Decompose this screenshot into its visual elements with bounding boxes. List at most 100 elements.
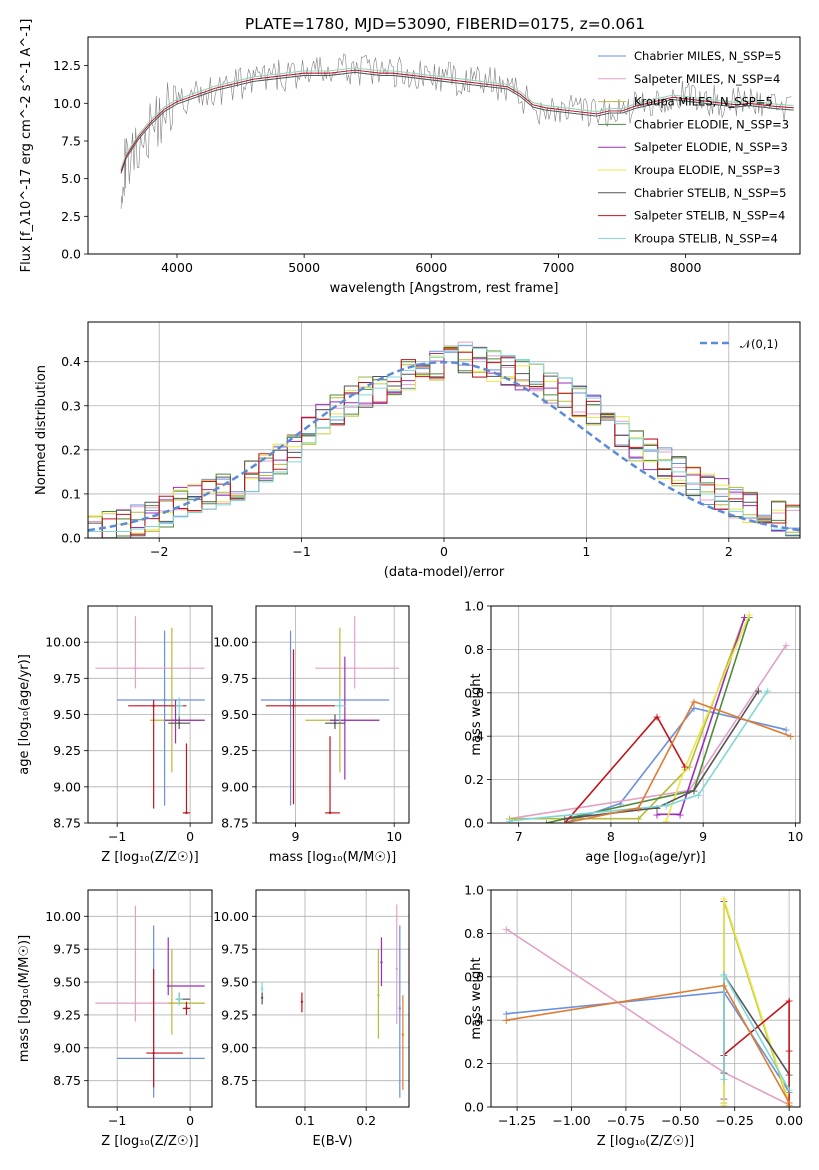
y-axis-label: Flux [f_λ10^-17 erg cm^-2 s^-1 A^-1] xyxy=(19,19,34,273)
y-tick-label: 9.25 xyxy=(53,743,81,758)
point-6 xyxy=(338,704,342,708)
y-tick-label: 0.1 xyxy=(61,486,81,501)
y-tick-label: 0.8 xyxy=(464,642,484,657)
weight-marker-8-3: + xyxy=(763,685,772,698)
point-0 xyxy=(289,698,292,702)
y-axis-label: age [log₁₀(age/yr)] xyxy=(17,654,32,775)
y-tick-label: 9.75 xyxy=(221,671,249,686)
y-tick-label: 12.5 xyxy=(53,58,81,73)
y-tick-label: 1.0 xyxy=(464,599,484,614)
y-tick-label: 0.4 xyxy=(464,729,484,744)
legend-label-2: Kroupa MILES, N_SSP=5 xyxy=(634,95,773,109)
weight-marker-8-0: + xyxy=(502,1014,511,1027)
weight-marker-0-1: + xyxy=(616,797,625,810)
weight-marker-6-2: + xyxy=(689,784,698,797)
weight-line-6 xyxy=(723,998,790,1107)
point-0 xyxy=(163,698,166,702)
point-4 xyxy=(380,961,383,964)
x-tick-label: 8 xyxy=(607,829,615,844)
axes-frame xyxy=(87,889,213,1108)
x-tick-label: 0 xyxy=(186,829,194,844)
point-5 xyxy=(292,704,295,708)
weight-marker-4-0: + xyxy=(652,808,661,821)
y-tick-label: 9.00 xyxy=(221,779,249,794)
weight-marker-4-1: + xyxy=(675,808,684,821)
y-tick-label: 9.25 xyxy=(221,743,249,758)
weight-line-0 xyxy=(564,707,787,823)
y-axis-label: mass weight xyxy=(469,673,484,755)
y-tick-label: 9.25 xyxy=(221,1007,249,1022)
y-tick-label: 0.0 xyxy=(464,816,484,831)
x-axis-label: Z [log₁₀(Z/Z☉)] xyxy=(101,850,198,865)
point-6 xyxy=(398,1007,402,1010)
weight-marker-4-0: + xyxy=(719,1099,728,1112)
point-1 xyxy=(353,667,356,670)
point-3 xyxy=(167,984,170,988)
weight-line-2 xyxy=(509,616,746,820)
y-tick-label: 9.00 xyxy=(53,1040,81,1055)
x-tick-label: 8000 xyxy=(670,260,702,275)
y-tick-label: 0.0 xyxy=(61,247,81,262)
y-tick-label: 9.25 xyxy=(53,1007,81,1022)
weight-line-4 xyxy=(657,616,746,816)
spectrum-model-line-7 xyxy=(120,69,794,172)
axes-frame xyxy=(255,889,410,1108)
weight-marker-2-0: + xyxy=(505,813,514,826)
x-tick-label: −1 xyxy=(292,544,310,559)
x-axis-label: (data-model)/error xyxy=(384,565,505,580)
y-tick-label: 0.4 xyxy=(61,354,81,369)
x-tick-label: 10 xyxy=(787,829,803,844)
x-tick-label: 0 xyxy=(440,544,448,559)
spectrum-data-line xyxy=(120,53,792,209)
point-3 xyxy=(174,719,177,722)
y-tick-label: 0.0 xyxy=(61,531,81,546)
y-tick-label: 0.8 xyxy=(464,926,484,941)
y-tick-label: 10.00 xyxy=(45,909,81,924)
spectrum-model-line-8 xyxy=(120,67,794,169)
panel-1: 𝒩(0,1) −2 −1 0 1 2 0.0 0.1 0.2 0.3 0.4 (data-model)… xyxy=(34,321,801,580)
y-axis-label: mass [log₁₀(M/M☉)] xyxy=(17,935,32,1062)
point-2 xyxy=(170,1001,174,1005)
weight-marker-9-3: + xyxy=(786,730,795,743)
x-tick-label: −1.00 xyxy=(552,1113,590,1128)
x-tick-label: 7 xyxy=(515,829,523,844)
panel-0: Chabrier MILES, N_SSP=5 Salpeter MILES, N… xyxy=(19,19,801,296)
panel-7: +++++++++++++++++++++++++++−1.25 −1.00 −0.… xyxy=(464,883,803,1150)
x-tick-label: 9 xyxy=(699,829,707,844)
y-tick-label: 8.75 xyxy=(221,1073,249,1088)
weight-marker-5-0: + xyxy=(662,815,671,828)
x-axis-label: E(B-V) xyxy=(312,1134,352,1149)
weight-marker-8-1: + xyxy=(662,800,671,813)
weight-line-1 xyxy=(505,928,790,1106)
y-tick-label: 8.75 xyxy=(53,816,81,831)
point-2 xyxy=(300,1000,304,1003)
weight-marker-7-1: + xyxy=(652,711,661,724)
y-tick-label: 8.75 xyxy=(221,816,249,831)
legend-label-3: Chabrier ELODIE, N_SSP=3 xyxy=(634,117,789,131)
legend-label-4: Salpeter ELODIE, N_SSP=3 xyxy=(634,140,788,154)
weight-marker-4-1: + xyxy=(719,893,728,906)
point-7 xyxy=(328,811,332,815)
weight-line-7 xyxy=(723,971,790,1091)
weight-marker-7-1: + xyxy=(719,969,728,982)
y-tick-label: 9.50 xyxy=(221,707,249,722)
x-tick-label: −0.50 xyxy=(661,1113,699,1128)
point-7 xyxy=(185,1007,188,1010)
weight-marker-7-2: + xyxy=(785,1084,794,1097)
y-axis-label: mass weight xyxy=(469,957,484,1039)
weight-marker-6-3: + xyxy=(754,685,763,698)
y-tick-label: 0.0 xyxy=(464,1100,484,1115)
x-tick-label: 9 xyxy=(292,829,300,844)
x-tick-label: −0.75 xyxy=(607,1113,645,1128)
x-tick-label: 10 xyxy=(386,829,402,844)
y-tick-label: 9.75 xyxy=(53,942,81,957)
panel-5: −1 0 8.75 9.00 9.25 9.50 9.75 10.00 Z [log₁₀(Z/Z… xyxy=(17,889,213,1149)
point-0 xyxy=(260,987,264,990)
weight-line-8 xyxy=(509,690,769,822)
weight-marker-6-2: + xyxy=(785,1045,794,1058)
y-tick-label: 8.75 xyxy=(53,1073,81,1088)
weight-marker-8-2: + xyxy=(785,1097,794,1110)
weight-line-0 xyxy=(506,991,790,1093)
point-1 xyxy=(260,996,264,1000)
legend-label-8: Kroupa STELIB, N_SSP=4 xyxy=(634,231,778,245)
